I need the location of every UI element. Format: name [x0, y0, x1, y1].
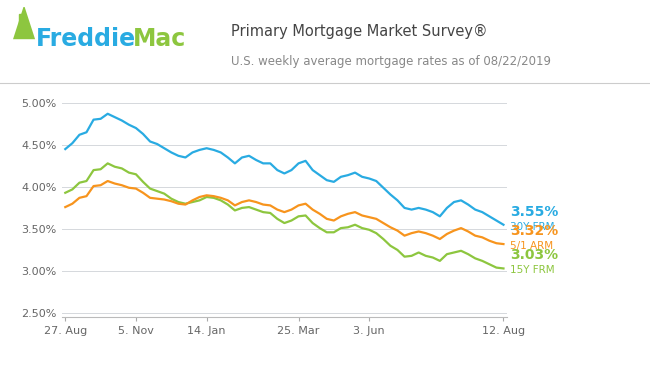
Text: 30Y FRM: 30Y FRM	[510, 221, 554, 232]
Text: 5/1 ARM: 5/1 ARM	[510, 241, 553, 251]
Text: 3.55%: 3.55%	[510, 205, 558, 219]
Polygon shape	[17, 16, 31, 37]
Text: 15Y FRM: 15Y FRM	[510, 265, 555, 275]
Bar	[19, 14, 21, 26]
Text: 3.32%: 3.32%	[510, 224, 558, 238]
Text: Primary Mortgage Market Survey®: Primary Mortgage Market Survey®	[231, 24, 488, 39]
Text: Freddie: Freddie	[36, 27, 136, 51]
Text: U.S. weekly average mortgage rates as of 08/22/2019: U.S. weekly average mortgage rates as of…	[231, 55, 551, 68]
Text: Mac: Mac	[133, 27, 187, 51]
Text: 3.03%: 3.03%	[510, 249, 558, 262]
